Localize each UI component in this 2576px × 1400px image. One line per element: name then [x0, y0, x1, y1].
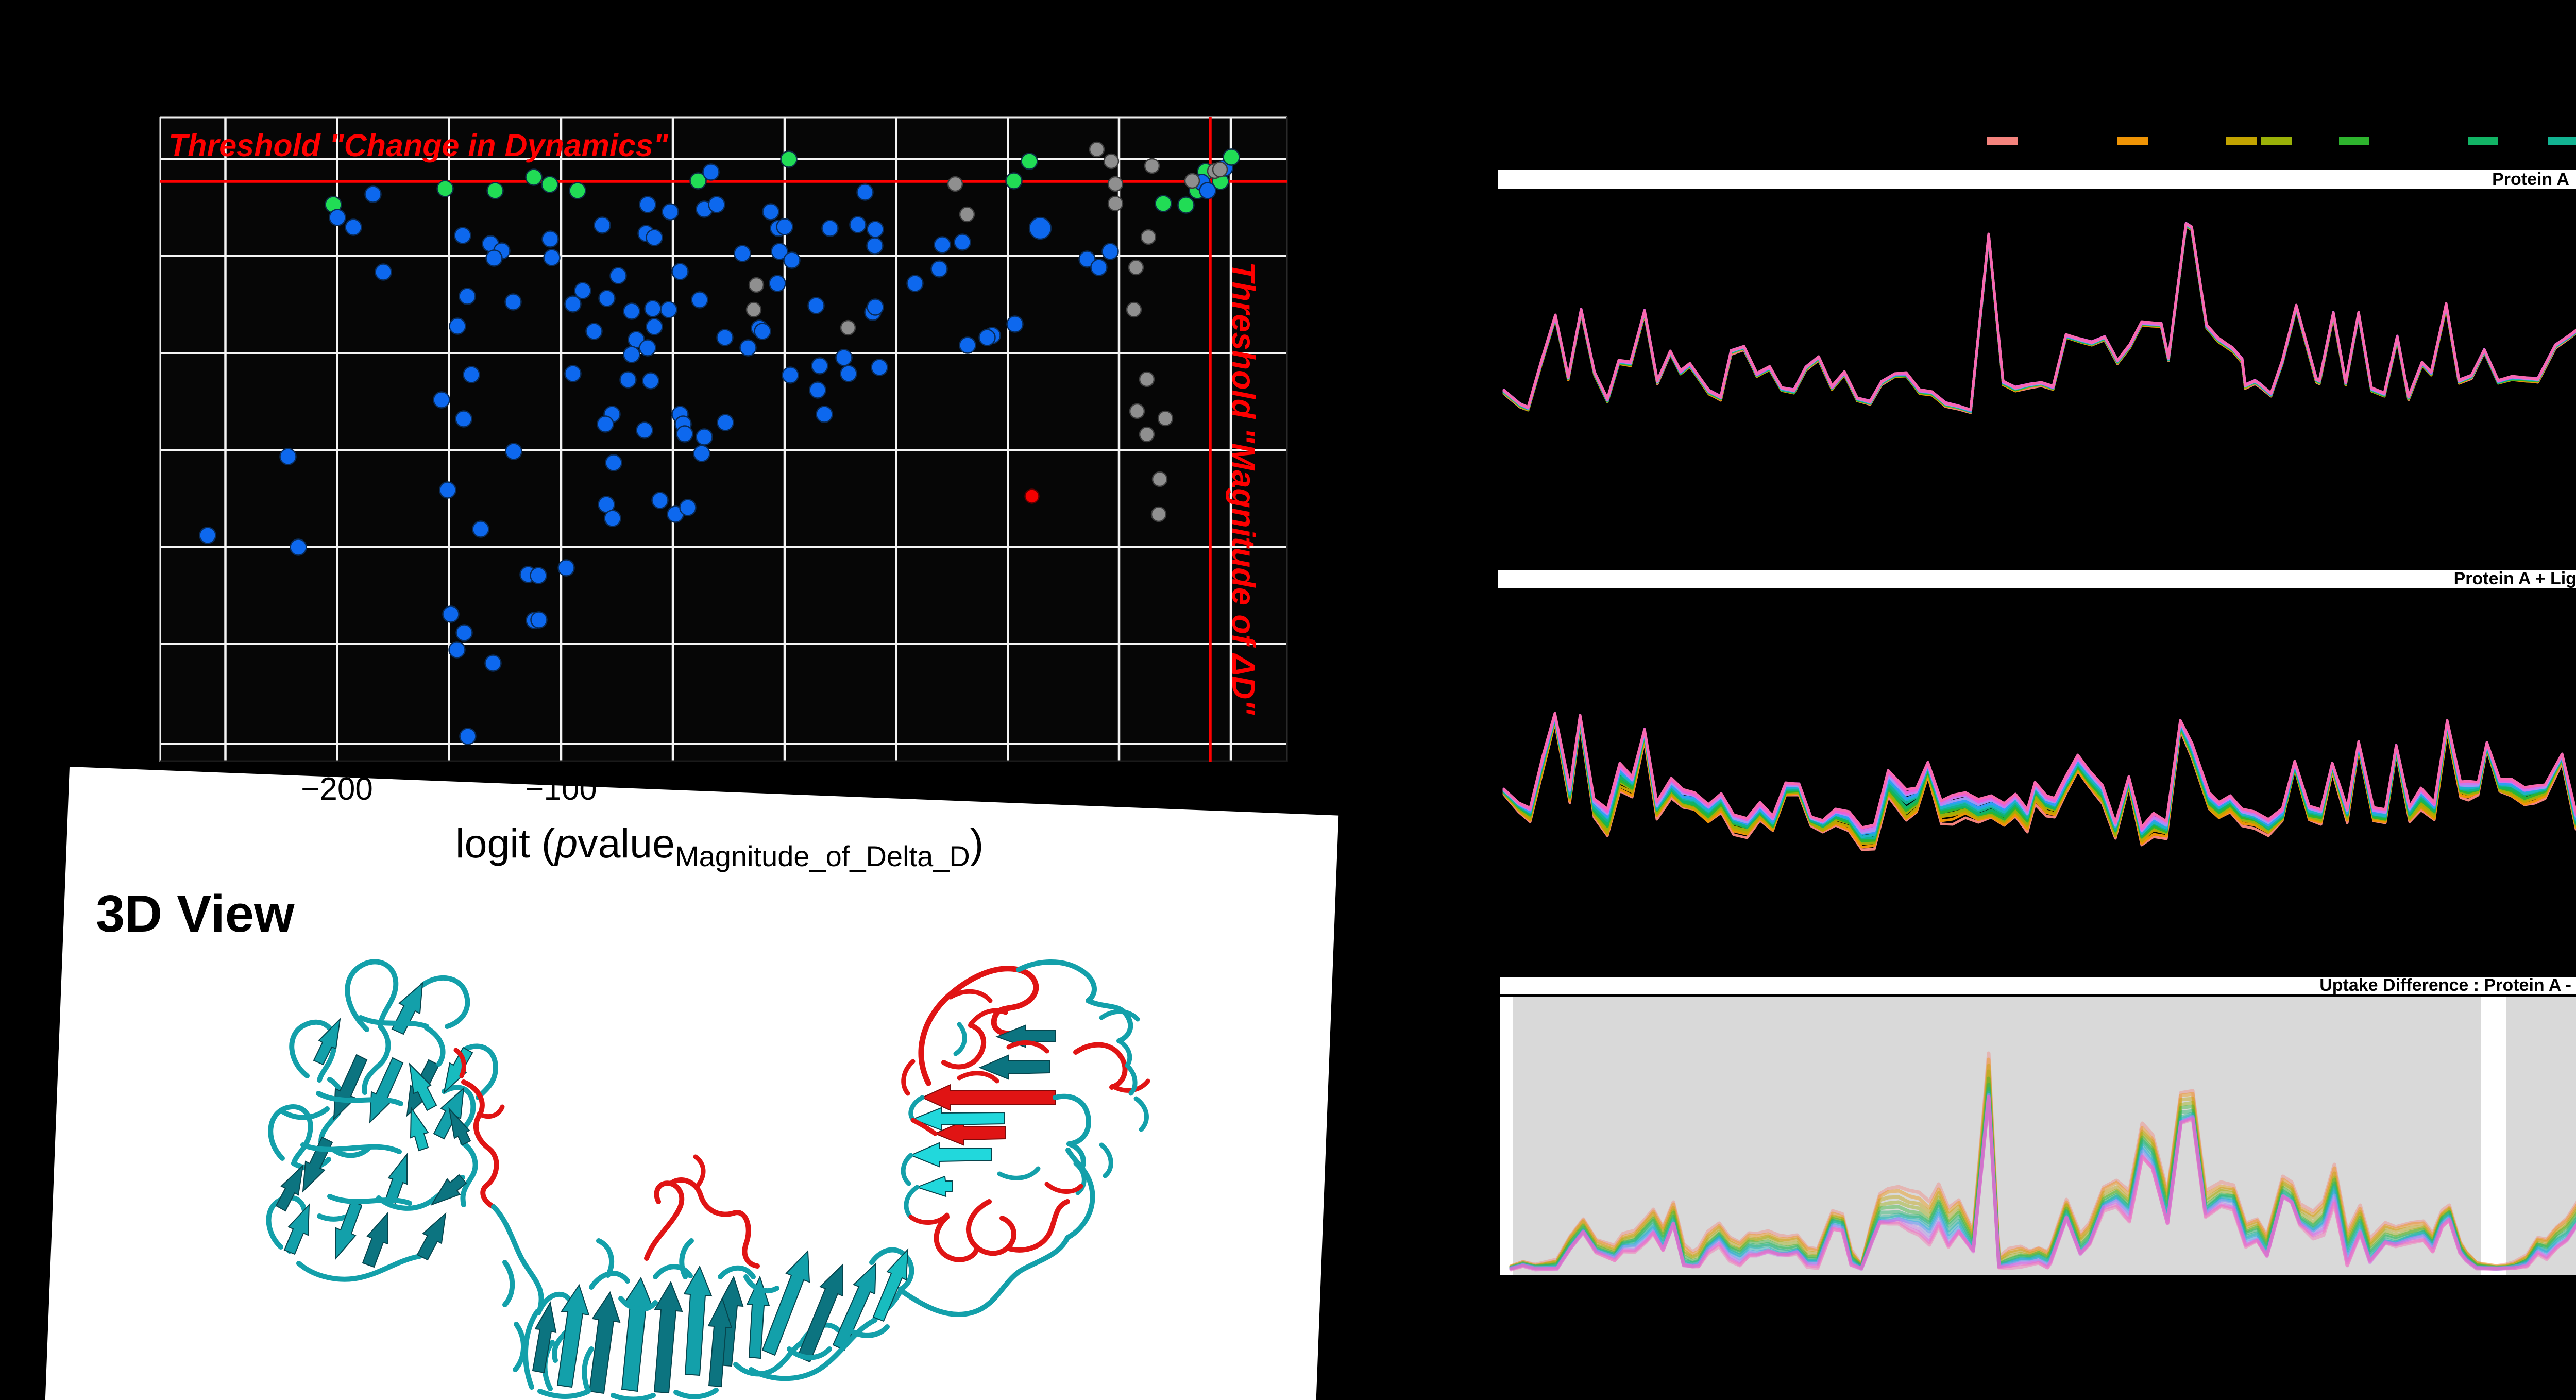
svg-text:−100: −100	[525, 771, 597, 807]
svg-text:Uptake Difference : Protein A: Uptake Difference : Protein A - (Protein…	[2319, 975, 2576, 995]
svg-text:Protein A: Protein A	[2492, 170, 2569, 189]
svg-text:Threshold "Magnitude of ΔD": Threshold "Magnitude of ΔD"	[1225, 262, 1261, 715]
svg-text:−200: −200	[301, 771, 373, 807]
svg-text:Protein A + Ligand: Protein A + Ligand	[2454, 569, 2576, 588]
svg-text:Threshold "Change in Dynamics": Threshold "Change in Dynamics"	[168, 128, 669, 163]
svg-text:3D View: 3D View	[96, 885, 295, 943]
